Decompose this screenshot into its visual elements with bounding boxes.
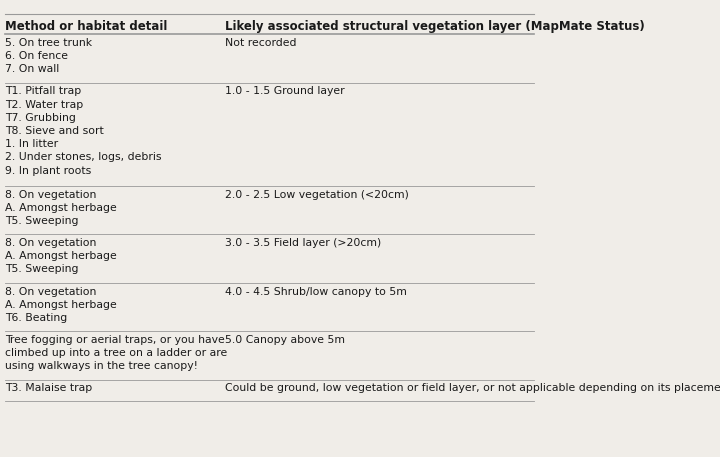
Text: 8. On vegetation
A. Amongst herbage
T5. Sweeping: 8. On vegetation A. Amongst herbage T5. … [5,238,117,275]
Text: 8. On vegetation
A. Amongst herbage
T6. Beating: 8. On vegetation A. Amongst herbage T6. … [5,287,117,323]
Text: 4.0 - 4.5 Shrub/low canopy to 5m: 4.0 - 4.5 Shrub/low canopy to 5m [225,287,408,297]
Text: 3.0 - 3.5 Field layer (>20cm): 3.0 - 3.5 Field layer (>20cm) [225,238,382,248]
Text: 8. On vegetation
A. Amongst herbage
T5. Sweeping: 8. On vegetation A. Amongst herbage T5. … [5,190,117,226]
Text: 1.0 - 1.5 Ground layer: 1.0 - 1.5 Ground layer [225,86,345,96]
Text: 5.0 Canopy above 5m: 5.0 Canopy above 5m [225,335,346,345]
Text: T3. Malaise trap: T3. Malaise trap [5,383,93,393]
Text: 5. On tree trunk
6. On fence
7. On wall: 5. On tree trunk 6. On fence 7. On wall [5,38,92,74]
Text: Could be ground, low vegetation or field layer, or not applicable depending on i: Could be ground, low vegetation or field… [225,383,720,393]
Text: 2.0 - 2.5 Low vegetation (<20cm): 2.0 - 2.5 Low vegetation (<20cm) [225,190,409,200]
Text: Likely associated structural vegetation layer (MapMate Status): Likely associated structural vegetation … [225,20,645,32]
Text: Not recorded: Not recorded [225,38,297,48]
Text: Tree fogging or aerial traps, or you have
climbed up into a tree on a ladder or : Tree fogging or aerial traps, or you hav… [5,335,228,372]
Text: Method or habitat detail: Method or habitat detail [5,20,168,32]
Text: T1. Pitfall trap
T2. Water trap
T7. Grubbing
T8. Sieve and sort
1. In litter
2. : T1. Pitfall trap T2. Water trap T7. Grub… [5,86,162,175]
